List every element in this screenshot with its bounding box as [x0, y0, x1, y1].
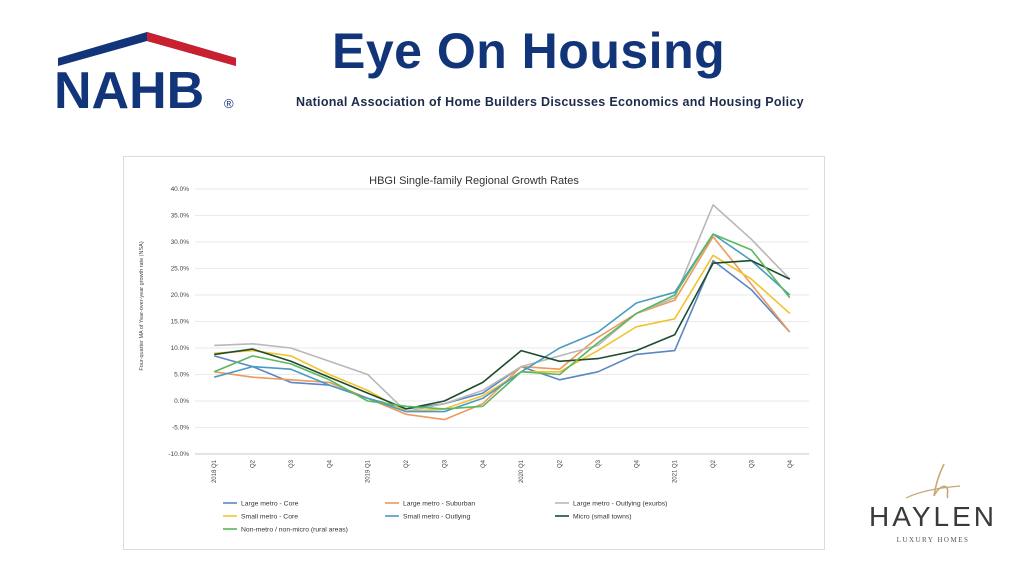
series-line	[213, 233, 791, 410]
x-tick-label: Q4	[481, 459, 487, 468]
y-tick-label: 5.0%	[174, 372, 189, 379]
legend-label: Large metro - Outlying (exurbs)	[573, 501, 667, 508]
x-tick-label: Q3	[749, 459, 755, 468]
brand-h-mark	[933, 463, 949, 499]
y-tick-label: 35.0%	[171, 213, 190, 220]
y-tick-label: 15.0%	[171, 319, 190, 326]
y-axis-label: Four-quarter MA of Year-over-year growth…	[139, 241, 145, 370]
x-tick-label: 2020 Q1	[519, 459, 525, 483]
chart-border	[123, 156, 825, 550]
y-axis-ticks: -10.0% -5.0% 0.0% 5.0% 10.0% 15.0% 20.0% 25.0% 3…	[168, 186, 189, 458]
series-line	[214, 259, 791, 410]
logo-registered-mark: ®	[224, 96, 234, 111]
chart-legend: Large metro - Core Large metro - Suburban…	[223, 501, 667, 534]
y-tick-label: 25.0%	[171, 266, 190, 273]
chart-series	[213, 204, 791, 421]
legend-label: Large metro - Suburban	[403, 501, 475, 508]
y-tick-label: 0.0%	[174, 398, 189, 405]
x-tick-label: Q3	[442, 459, 448, 468]
logo-text: NAHB	[54, 62, 204, 116]
site-title[interactable]: Eye On Housing	[332, 23, 726, 79]
y-tick-label: 20.0%	[171, 292, 190, 299]
haylen-logo[interactable]: HAYLEN LUXURY HOMES	[848, 458, 1018, 550]
x-tick-label: Q2	[404, 459, 410, 468]
y-tick-label: -10.0%	[168, 451, 189, 458]
x-tick-label: 2018 Q1	[212, 459, 218, 483]
chart: HBGI Single-family Regional Growth Rates…	[123, 156, 825, 550]
x-tick-label: Q2	[251, 459, 257, 468]
x-tick-label: Q4	[634, 459, 640, 468]
y-tick-label: 10.0%	[171, 345, 190, 352]
y-tick-label: -5.0%	[172, 425, 189, 432]
brand-name: HAYLEN	[869, 501, 997, 532]
x-tick-label: Q3	[289, 459, 295, 468]
chart-title: HBGI Single-family Regional Growth Rates	[369, 175, 579, 187]
logo-roof-red	[147, 32, 236, 66]
x-tick-label: Q4	[327, 459, 333, 468]
x-tick-label: 2019 Q1	[366, 459, 372, 483]
brand-subtitle: LUXURY HOMES	[897, 536, 970, 544]
series-line	[214, 254, 791, 413]
y-tick-label: 30.0%	[171, 239, 190, 246]
x-axis-ticks: 2018 Q1 Q2 Q3 Q4 2019 Q1 Q2 Q3 Q4 2020 Q1 Q2 Q3 Q4 2…	[195, 453, 809, 483]
x-tick-label: Q2	[711, 459, 717, 468]
legend-label: Large metro - Core	[241, 501, 299, 508]
series-line	[214, 204, 791, 413]
brand-swoosh	[905, 485, 961, 499]
x-tick-label: Q4	[788, 459, 794, 468]
legend-label: Micro (small towns)	[573, 514, 632, 521]
x-tick-label: 2021 Q1	[673, 459, 679, 483]
nahb-logo[interactable]: NAHB ®	[52, 28, 242, 116]
x-tick-label: Q2	[558, 459, 564, 468]
y-tick-label: 40.0%	[171, 186, 190, 193]
legend-label: Small metro - Outlying	[403, 514, 470, 521]
series-line	[213, 259, 791, 410]
legend-label: Non-metro / non-micro (rural areas)	[241, 527, 348, 534]
x-tick-label: Q3	[596, 459, 602, 468]
legend-label: Small metro - Core	[241, 514, 298, 521]
site-tagline: National Association of Home Builders Di…	[296, 95, 804, 109]
